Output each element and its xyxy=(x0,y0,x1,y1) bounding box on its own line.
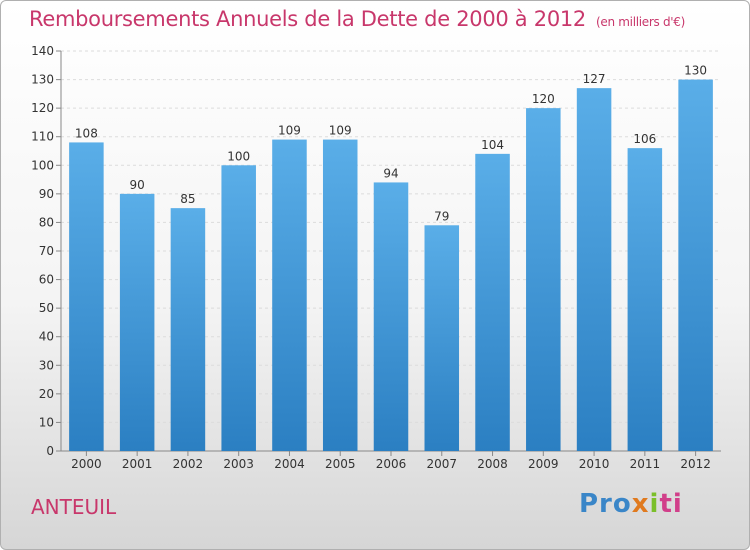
bar-2000 xyxy=(69,142,104,451)
bar-2011 xyxy=(627,148,663,451)
value-label-2001: 90 xyxy=(130,178,145,192)
y-tick-label: 140 xyxy=(31,44,54,58)
value-label-2010: 127 xyxy=(583,72,606,86)
y-tick-label: 60 xyxy=(39,273,54,287)
logo-part-1: Pro xyxy=(579,489,632,519)
bars xyxy=(69,79,713,452)
bar-2001 xyxy=(119,193,155,451)
y-tick-label: 70 xyxy=(39,244,54,258)
value-label-2009: 120 xyxy=(532,92,555,106)
chart-unit: (en milliers d'€) xyxy=(596,15,686,29)
labels: 0 10 20 30 40 50 60 70 80 90 100 110 120 130 140 108 200… xyxy=(31,44,711,471)
x-tick-label-2000: 2000 xyxy=(71,457,102,471)
y-tick-label: 120 xyxy=(31,101,54,115)
y-tick-label: 20 xyxy=(39,387,54,401)
value-label-2007: 79 xyxy=(434,209,449,223)
value-label-2000: 108 xyxy=(75,126,98,140)
x-tick-label-2002: 2002 xyxy=(173,457,204,471)
value-label-2006: 94 xyxy=(383,166,398,180)
y-tick-label: 90 xyxy=(39,187,54,201)
y-tick-label: 110 xyxy=(31,130,54,144)
place-name: ANTEUIL xyxy=(31,495,117,519)
value-label-2002: 85 xyxy=(180,192,195,206)
x-tick-label-2009: 2009 xyxy=(528,457,559,471)
x-tick-label-2003: 2003 xyxy=(223,457,254,471)
logo-part-4: ti xyxy=(659,489,683,519)
y-tick-label: 130 xyxy=(31,73,54,87)
chart-title-text: Remboursements Annuels de la Dette de 20… xyxy=(29,7,586,31)
x-tick-label-2001: 2001 xyxy=(122,457,153,471)
x-tick-label-2010: 2010 xyxy=(579,457,610,471)
bar-2004 xyxy=(272,139,307,452)
x-tick-label-2004: 2004 xyxy=(274,457,305,471)
y-tick-label: 80 xyxy=(39,215,54,229)
bar-2007 xyxy=(424,225,460,451)
bar-2003 xyxy=(221,165,256,452)
bar-2012 xyxy=(678,79,713,452)
x-tick-label-2008: 2008 xyxy=(477,457,508,471)
y-tick-label: 100 xyxy=(31,158,54,172)
x-tick-label-2006: 2006 xyxy=(376,457,407,471)
x-tick-label-2012: 2012 xyxy=(680,457,711,471)
value-label-2012: 130 xyxy=(684,64,707,78)
chart-title: Remboursements Annuels de la Dette de 20… xyxy=(29,7,685,31)
value-label-2008: 104 xyxy=(481,138,504,152)
x-tick-label-2005: 2005 xyxy=(325,457,356,471)
y-tick-label: 40 xyxy=(39,330,54,344)
y-tick-label: 50 xyxy=(39,301,54,315)
value-label-2004: 109 xyxy=(278,124,301,138)
bar-2008 xyxy=(475,153,510,451)
bar-2006 xyxy=(373,182,409,451)
logo-part-2: x xyxy=(631,489,650,519)
y-tick-label: 0 xyxy=(46,444,54,458)
value-label-2011: 106 xyxy=(633,132,656,146)
value-label-2003: 100 xyxy=(227,149,250,163)
logo-part-3: i xyxy=(649,489,660,519)
value-label-2005: 109 xyxy=(329,124,352,138)
bar-2009 xyxy=(526,108,561,452)
x-tick-label-2007: 2007 xyxy=(426,457,457,471)
bar-2002 xyxy=(170,208,206,451)
bar-2005 xyxy=(322,139,358,452)
x-tick-label-2011: 2011 xyxy=(630,457,661,471)
y-tick-label: 10 xyxy=(39,415,54,429)
y-tick-label: 30 xyxy=(39,358,54,372)
bar-2010 xyxy=(576,88,612,452)
proxiti-logo[interactable]: Proxiti xyxy=(579,489,683,519)
